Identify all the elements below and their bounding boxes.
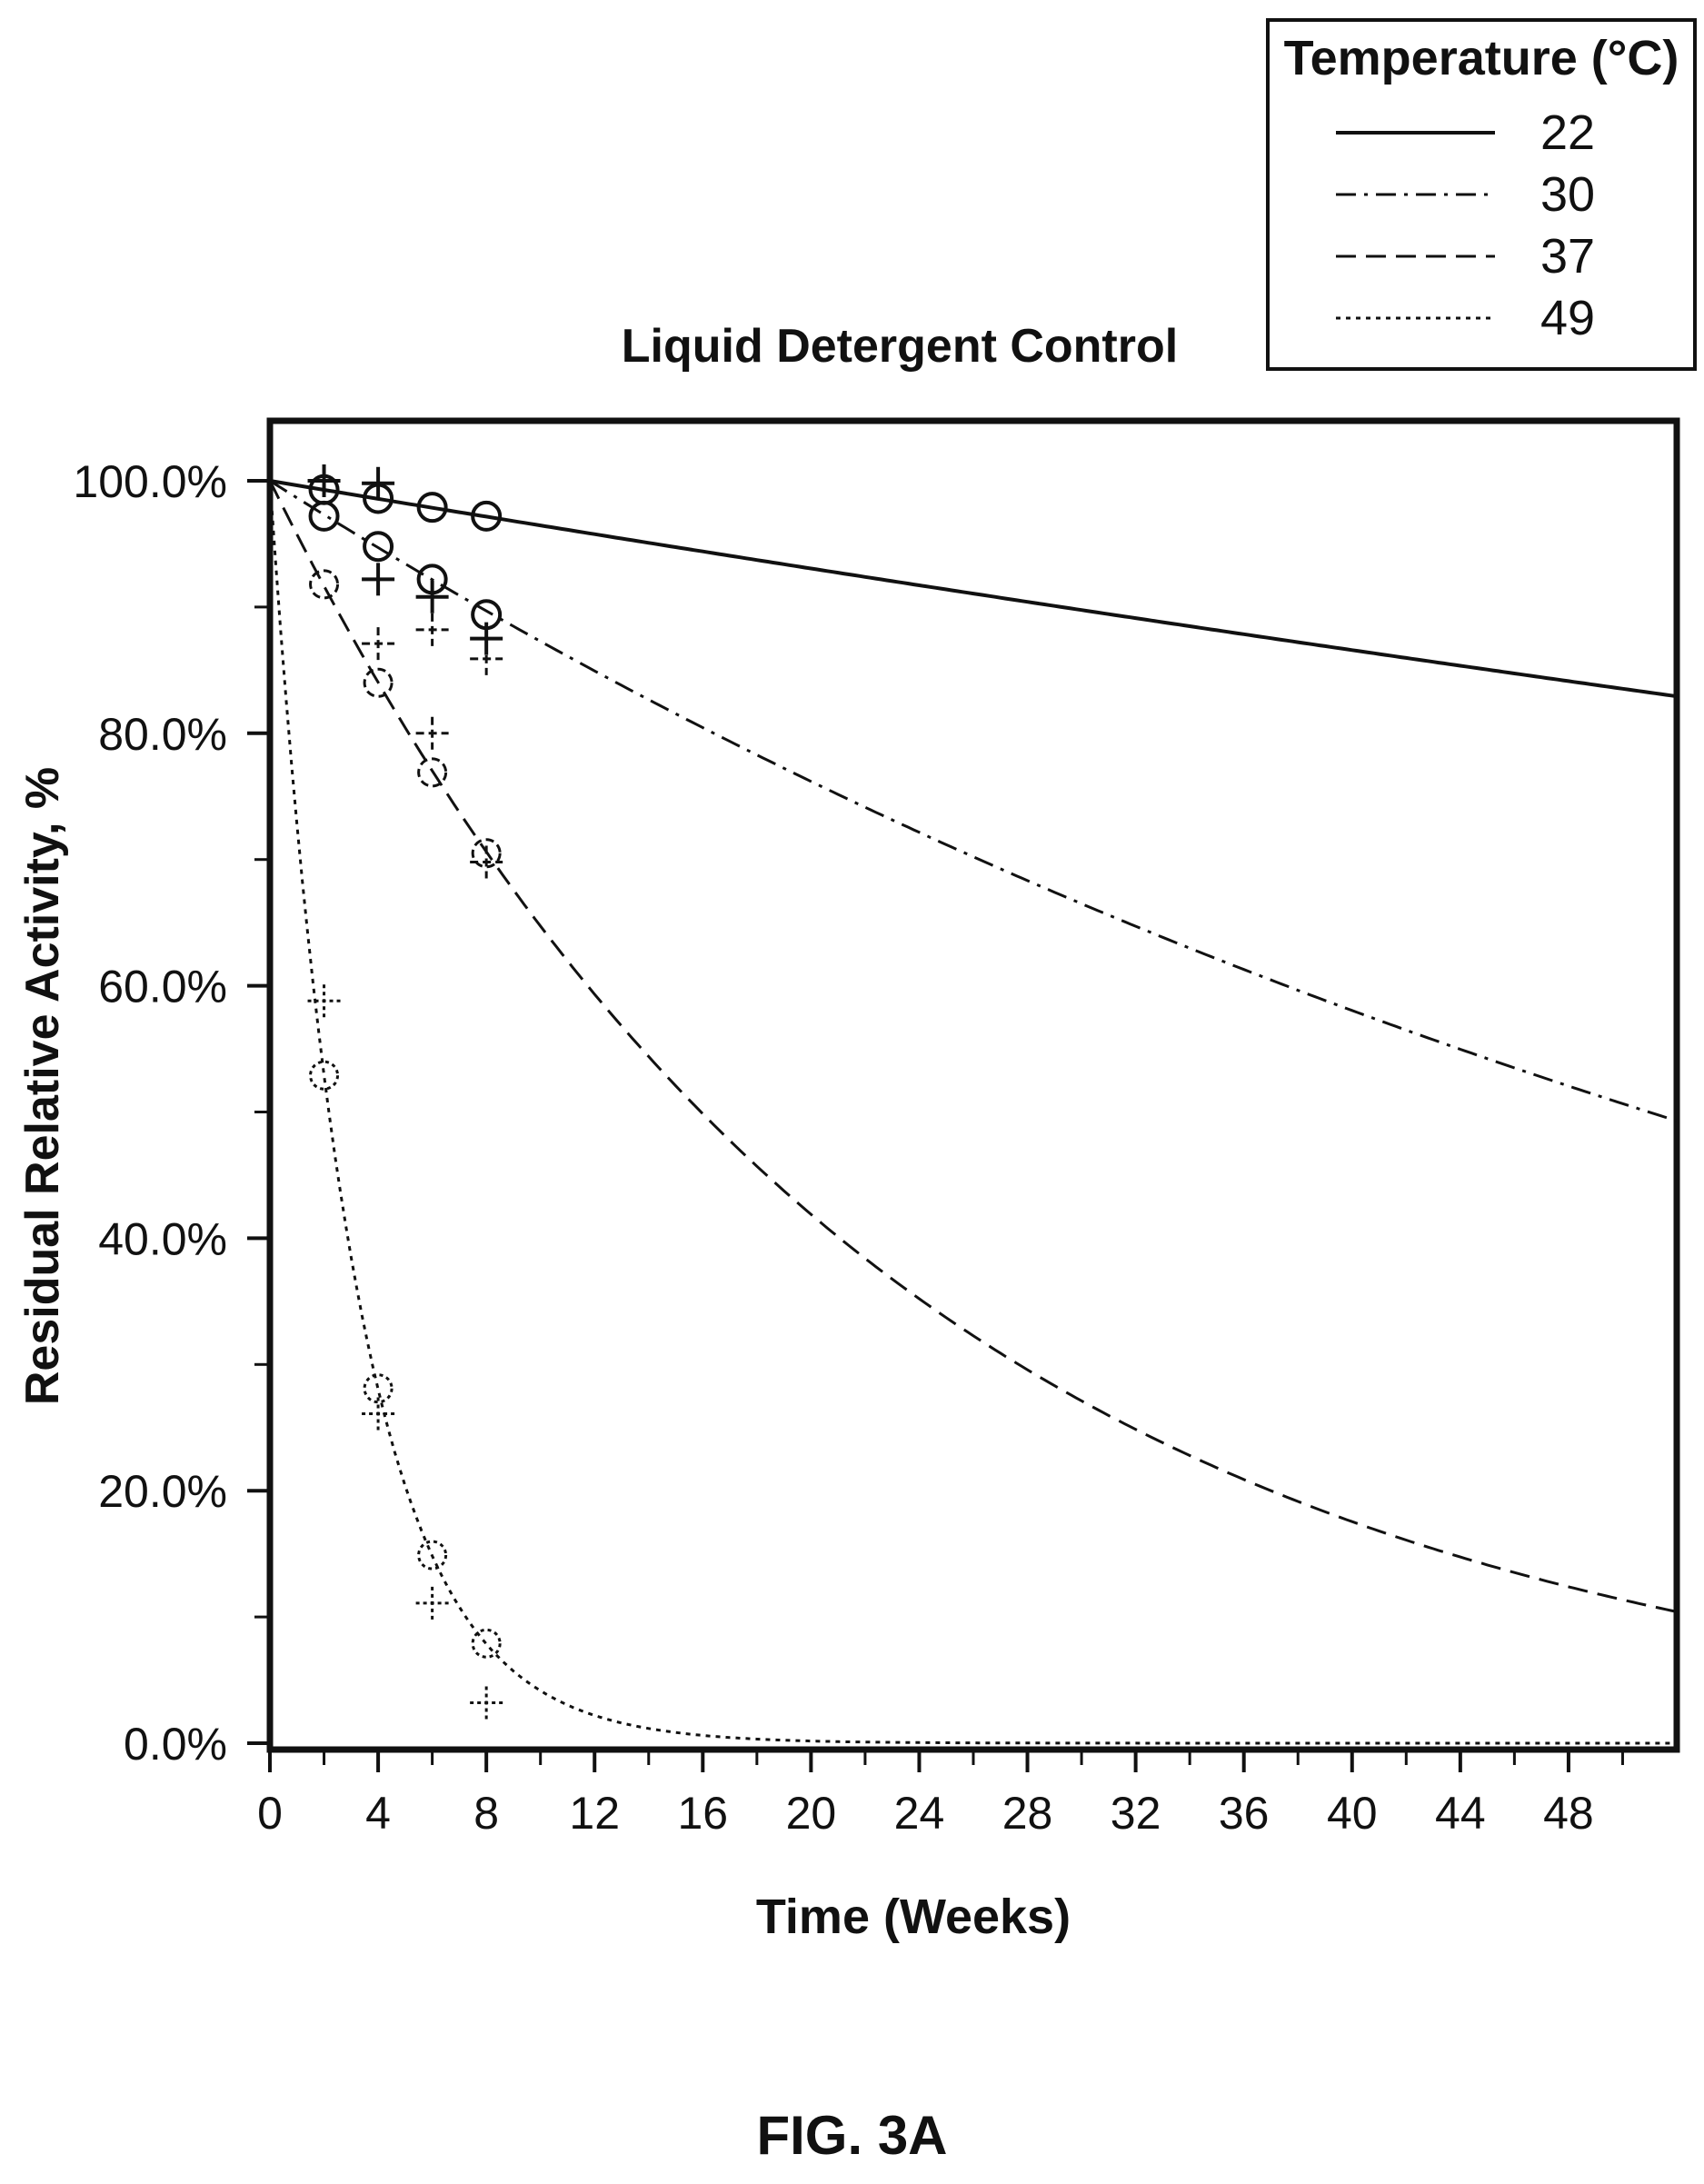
legend-label-49: 49 [1540,291,1595,345]
x-tick-label: 12 [569,1788,620,1839]
x-tick-label: 16 [677,1788,728,1839]
data-point-circle-49 [309,1060,340,1091]
plot-frame [266,417,1680,1753]
legend-title: Temperature (°C) [1284,31,1679,85]
data-point-cross-49 [470,1686,503,1720]
data-point-cross-37 [470,642,503,675]
data-point-circle-49 [363,1373,394,1404]
legend-label-30: 30 [1540,167,1595,222]
figure-caption: FIG. 3A [756,2105,948,2166]
data-point-cross-49 [415,1586,449,1620]
x-axis-label: Time (Weeks) [756,1890,1071,1944]
fit-curve-37 [268,480,1678,1613]
x-tick-label: 44 [1435,1788,1486,1839]
x-tick-label: 36 [1219,1788,1270,1839]
data-point-circle-22 [471,500,503,532]
data-point-circle-37 [363,667,394,698]
data-point-cross-37 [415,716,449,750]
x-tick-label: 0 [257,1788,283,1839]
data-point-cross-49 [362,1397,395,1431]
data-point-cross-22 [362,466,395,500]
y-tick-label: 0.0% [124,1719,227,1770]
data-point-circle-30 [363,531,394,563]
data-point-cross-37 [415,613,449,646]
fit-curve-22 [269,479,1678,699]
y-tick-label: 100.0% [73,456,227,507]
x-tick-label: 20 [786,1788,837,1839]
data-point-circle-37 [471,838,502,869]
y-axis-label: Residual Relative Activity, % [16,767,69,1405]
x-tick-label: 28 [1002,1788,1053,1839]
legend-label-37: 37 [1540,229,1595,284]
data-point-cross-30 [415,580,449,613]
y-tick-label: 80.0% [98,709,227,760]
legend: Temperature (°C) 22 30 37 49 [1266,18,1697,371]
chart-title: Liquid Detergent Control [622,320,1178,373]
fit-curve-49 [268,480,1677,1745]
data-point-circle-37 [417,757,448,788]
x-tick-label: 48 [1543,1788,1594,1839]
data-point-cross-37 [470,845,503,879]
x-tick-label: 32 [1111,1788,1161,1839]
data-point-circle-49 [471,1628,502,1659]
fit-curve-30 [269,479,1678,1122]
x-tick-label: 4 [365,1788,391,1839]
y-tick-label: 40.0% [98,1213,227,1264]
data-point-cross-22 [307,464,341,497]
data-point-cross-30 [362,563,395,596]
x-tick-label: 24 [894,1788,945,1839]
data-point-cross-49 [307,984,341,1018]
data-point-circle-30 [308,500,340,532]
data-point-circle-37 [309,569,340,600]
y-tick-label: 20.0% [98,1466,227,1517]
x-tick-label: 40 [1327,1788,1378,1839]
x-tick-label: 8 [473,1788,499,1839]
data-point-circle-22 [416,492,448,524]
legend-label-22: 22 [1540,105,1595,160]
y-tick-label: 60.0% [98,962,227,1012]
data-point-cross-37 [362,627,395,661]
data-point-circle-49 [417,1540,448,1571]
